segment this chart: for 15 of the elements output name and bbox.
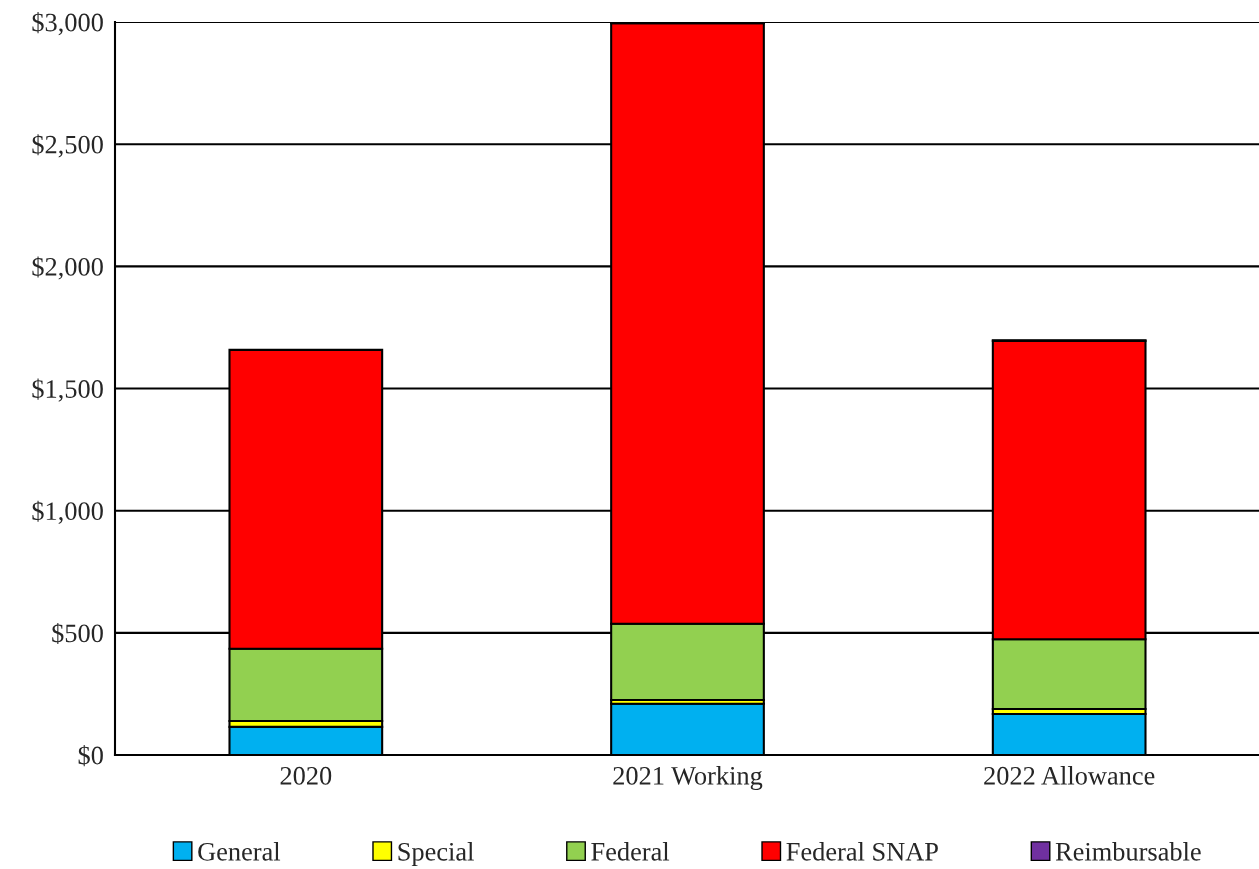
y-tick-label: $1,500: [32, 378, 103, 402]
legend-label: Special: [398, 842, 474, 866]
x-tick-label: 2020: [280, 766, 332, 785]
y-tick-label: $2,000: [32, 256, 103, 280]
y-tick-label: $1,000: [32, 500, 103, 524]
legend-label: General: [198, 842, 281, 861]
y-tick-label: $2,500: [32, 134, 103, 158]
legend-label: Federal SNAP: [786, 842, 938, 861]
legend-label: Federal: [591, 842, 670, 861]
x-tick-label: 2022 Allowance: [984, 766, 1155, 785]
y-tick-label: $0: [78, 745, 103, 767]
x-tick-label: 2021 Working: [613, 766, 763, 791]
legend-label: Reimbursable: [1055, 842, 1201, 861]
y-tick-label: $3,000: [32, 12, 103, 36]
y-tick-label: $500: [52, 622, 103, 644]
